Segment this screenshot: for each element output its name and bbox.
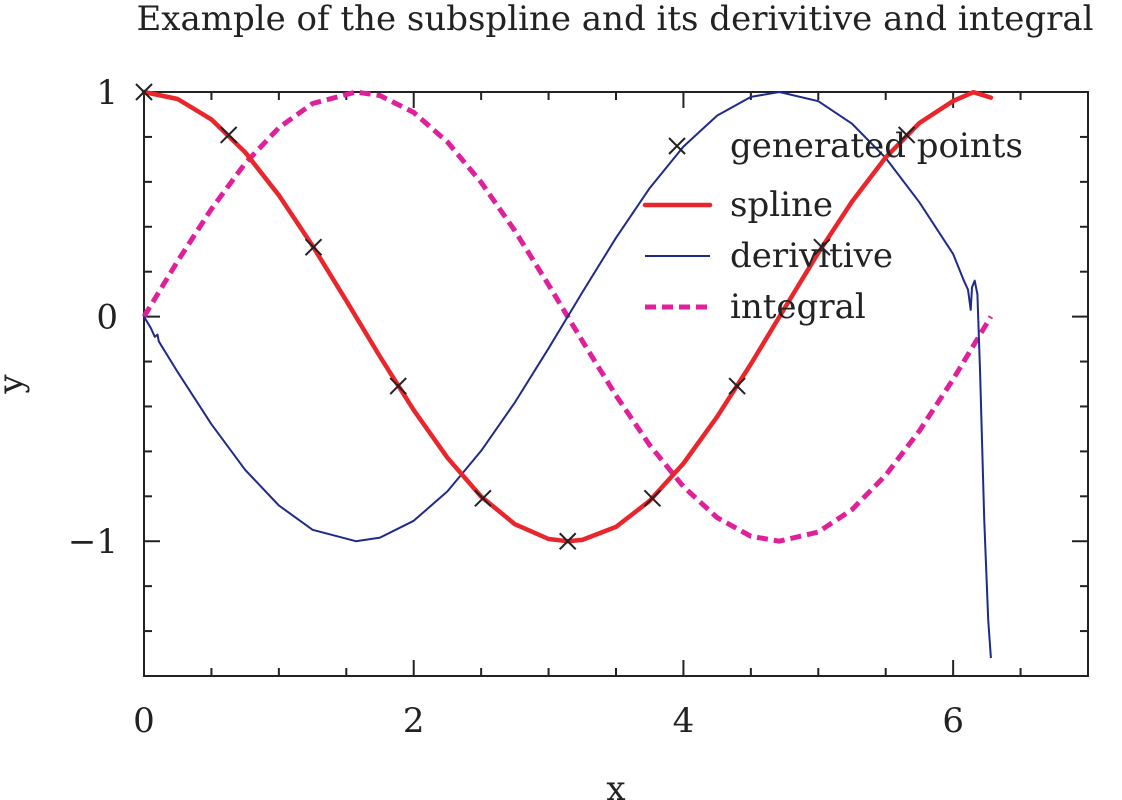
legend-label-integral: integral — [730, 287, 866, 327]
legend-marker-generated-points — [668, 137, 686, 155]
legend-entry-derivitive: derivitive — [645, 236, 893, 276]
y-tick-label: 0 — [96, 298, 118, 338]
point-marker — [728, 377, 746, 395]
x-tick-label: 2 — [403, 701, 425, 741]
series-line-integral — [141, 89, 994, 544]
point-marker — [643, 489, 662, 508]
y-tick-label: −1 — [68, 522, 118, 562]
legend-entry-generated-points: generated points — [668, 126, 1023, 166]
point-marker — [135, 83, 153, 101]
plot-frame — [143, 91, 1089, 677]
point-marker — [474, 489, 492, 508]
tick-labels: 0 2 4 6 1 0 −1 — [68, 73, 964, 741]
x-tick-label: 4 — [673, 701, 695, 741]
x-tick-label: 6 — [942, 701, 964, 741]
chart-title: Example of the subspline and its derivit… — [136, 0, 1093, 39]
legend-label-spline: spline — [730, 185, 833, 225]
legend: generated points spline derivitive integ… — [642, 126, 1023, 327]
y-axis-label: y — [0, 374, 31, 395]
x-axis-label: x — [606, 769, 625, 800]
y-tick-label: 1 — [96, 73, 118, 113]
legend-label-generated-points: generated points — [730, 126, 1023, 166]
point-marker — [813, 238, 831, 256]
legend-label-derivitive: derivitive — [730, 236, 893, 276]
legend-x-marker — [668, 137, 686, 155]
point-marker — [559, 532, 577, 550]
legend-entry-integral: integral — [645, 287, 866, 327]
point-marker — [389, 377, 407, 395]
series-generated-points — [135, 83, 916, 550]
axis-ticks — [143, 91, 1089, 677]
point-marker — [219, 126, 238, 144]
series-line-spline — [141, 89, 994, 544]
x-tick-label: 0 — [133, 701, 155, 741]
series-layer — [135, 83, 994, 659]
series-line-derivitive — [143, 91, 992, 659]
point-marker — [304, 238, 323, 256]
point-marker — [897, 126, 916, 144]
legend-entry-spline: spline — [642, 185, 833, 225]
